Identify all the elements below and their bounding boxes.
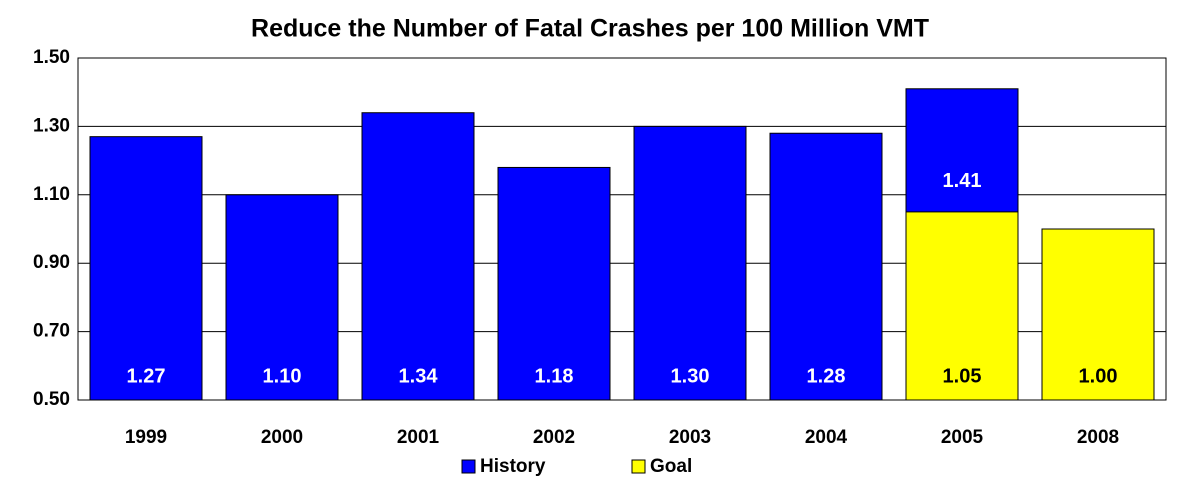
x-tick-label: 2001	[397, 427, 440, 448]
bar	[361, 112, 475, 401]
value-label: 1.10	[263, 365, 302, 387]
x-tick-label: 2000	[261, 427, 303, 448]
value-label: 1.41	[943, 170, 982, 192]
y-tick-label: 0.70	[33, 321, 70, 342]
x-tick-label: 1999	[125, 427, 167, 448]
y-tick-label: 1.50	[33, 47, 70, 68]
legend-label: Goal	[650, 456, 692, 477]
chart-title: Reduce the Number of Fatal Crashes per 1…	[251, 15, 929, 43]
value-label: 1.27	[127, 365, 166, 387]
value-label: 1.30	[671, 365, 710, 387]
plot-border	[77, 57, 1167, 401]
value-label: 1.00	[1079, 365, 1118, 387]
x-tick-label: 2005	[941, 427, 984, 448]
x-tick-label: 2002	[533, 427, 575, 448]
value-label: 1.28	[807, 365, 846, 387]
y-tick-label: 0.50	[33, 389, 70, 410]
y-tick-label: 1.30	[33, 115, 70, 136]
legend-label: History	[480, 456, 546, 477]
bar	[497, 166, 611, 401]
bar	[905, 211, 1019, 401]
x-tick-label: 2004	[805, 427, 848, 448]
bar	[1041, 228, 1155, 401]
bar	[89, 136, 203, 401]
legend-swatch	[631, 459, 646, 474]
y-tick-label: 1.10	[33, 184, 70, 205]
legend-swatch	[461, 459, 476, 474]
value-label: 1.18	[535, 365, 574, 387]
value-label: 1.34	[399, 365, 439, 387]
x-tick-label: 2008	[1077, 427, 1119, 448]
bar	[633, 125, 747, 401]
value-label: 1.05	[943, 365, 982, 387]
y-tick-label: 0.90	[33, 252, 70, 273]
bar	[769, 132, 883, 401]
x-tick-label: 2003	[669, 427, 711, 448]
